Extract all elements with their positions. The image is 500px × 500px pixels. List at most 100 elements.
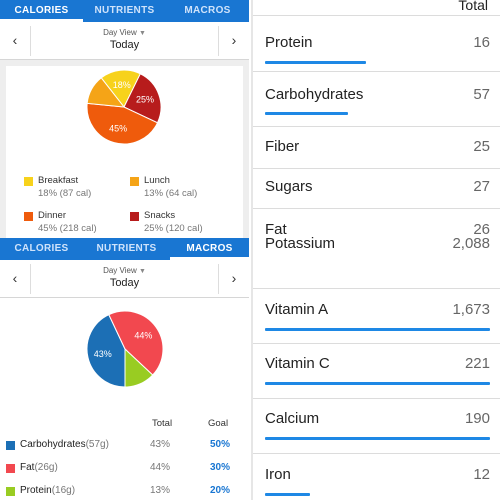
date-selector: ‹ Day View ▼ Today ›	[0, 22, 249, 60]
pie-slice-fat	[108, 310, 164, 376]
tab-bar: CALORIES NUTRIENTS MACROS	[0, 0, 249, 22]
macro-row-carbohydrates: Carbohydrates(57g) 43% 50%	[0, 437, 249, 459]
nutrients-panel: Total Protein 16 Carbohydrates 57 Fiber …	[251, 0, 500, 500]
macro-swatch	[6, 487, 15, 496]
nutrient-progress-bar	[265, 493, 310, 496]
macro-goal: 30%	[209, 462, 230, 473]
date-selector: ‹ Day View ▼ Today ›	[0, 260, 249, 298]
tab-calories[interactable]: CALORIES	[0, 0, 83, 22]
macro-total: 44%	[150, 462, 171, 473]
tab-macros[interactable]: MACROS	[166, 0, 249, 22]
divider	[253, 71, 500, 72]
tab-calories-label: CALORIES	[14, 5, 69, 16]
calories-pie-chart: 18% 25% 45%	[86, 69, 162, 145]
divider	[253, 126, 500, 127]
tab-nutrients-label: NUTRIENTS	[94, 5, 155, 16]
nutrient-name: Fiber	[265, 138, 300, 155]
pie-slice-lunch	[86, 77, 126, 108]
divider	[253, 398, 500, 399]
tab-nutrients[interactable]: NUTRIENTS	[83, 238, 170, 260]
nutrient-row-calcium: Calcium 190	[253, 398, 500, 453]
macros-pie-chart: 43% 44%	[86, 310, 164, 388]
pie-slice-breakfast	[100, 69, 141, 108]
next-day-button[interactable]: ›	[219, 260, 249, 298]
legend-detail: 13% (64 cal)	[144, 188, 198, 199]
nutrient-row-protein: Protein 16	[253, 15, 500, 71]
divider	[253, 208, 500, 209]
active-tab-indicator	[170, 257, 249, 260]
macro-name: Carbohydrates(57g)	[20, 439, 109, 450]
legend-name: Breakfast	[38, 175, 79, 186]
nutrient-progress-bar	[265, 61, 366, 64]
previous-day-button[interactable]: ‹	[0, 260, 30, 298]
macro-total: 13%	[150, 485, 171, 496]
legend-detail: 45% (218 cal)	[38, 223, 97, 234]
divider	[253, 168, 500, 169]
legend-swatch	[130, 212, 139, 221]
nutrient-name: Iron	[265, 466, 291, 483]
nutrient-name: Carbohydrates	[265, 86, 364, 103]
nutrient-value: 12	[473, 466, 490, 483]
nutrient-progress-bar	[265, 437, 490, 440]
nutrient-value: 25	[473, 138, 490, 155]
tab-calories[interactable]: CALORIES	[0, 238, 83, 260]
tab-bar: CALORIES NUTRIENTS MACROS	[0, 238, 249, 260]
nutrient-value: 26	[473, 221, 490, 238]
macro-quantity: (26g)	[34, 462, 58, 473]
nutrient-value: 1,673	[452, 301, 490, 318]
nutrient-row-fat: Fat 26	[253, 208, 500, 288]
legend-swatch	[24, 212, 33, 221]
legend-swatch	[24, 177, 33, 186]
nutrient-progress-bar	[265, 382, 490, 385]
macro-quantity: (57g)	[85, 439, 109, 450]
tab-nutrients[interactable]: NUTRIENTS	[83, 0, 166, 22]
divider	[253, 343, 500, 344]
view-mode-dropdown[interactable]: Day View ▼	[30, 266, 219, 275]
caret-down-icon: ▼	[138, 268, 146, 275]
nutrient-row-carbohydrates: Carbohydrates 57	[253, 71, 500, 126]
legend-detail: 18% (87 cal)	[38, 188, 92, 199]
nutrient-progress-bar	[265, 328, 490, 331]
previous-day-button[interactable]: ‹	[0, 22, 30, 60]
divider	[253, 15, 500, 16]
nutrient-name: Vitamin A	[265, 301, 329, 318]
tab-macros[interactable]: MACROS	[170, 238, 249, 260]
current-day: Today	[109, 39, 140, 51]
divider	[218, 26, 219, 56]
nutrient-value: 221	[464, 355, 490, 372]
macro-swatch	[6, 464, 15, 473]
macro-name: Fat(26g)	[20, 462, 58, 473]
nutrient-value: 2,088	[452, 235, 490, 252]
nutrient-name: Vitamin C	[265, 355, 330, 372]
legend-detail: 25% (120 cal)	[144, 223, 203, 234]
chevron-left-icon: ‹	[12, 270, 18, 286]
nutrient-row-potassium: Potassium 2,088	[253, 226, 500, 256]
tab-macros-label: MACROS	[186, 243, 233, 254]
pie-label-fat: 44%	[134, 331, 152, 341]
nutrient-name: Fat	[265, 221, 287, 238]
legend-name: Dinner	[38, 210, 66, 221]
nutrient-row-sugars: Sugars 27	[253, 168, 500, 208]
divider	[30, 26, 31, 56]
caret-down-icon: ▼	[138, 30, 146, 37]
divider	[253, 453, 500, 454]
pie-slice-dinner	[86, 102, 159, 145]
legend-name: Snacks	[144, 210, 176, 221]
nutrient-name: Calcium	[265, 410, 320, 427]
tab-macros-label: MACROS	[184, 5, 231, 16]
view-mode-dropdown[interactable]: Day View ▼	[30, 28, 219, 37]
pie-label-carbohydrates: 43%	[94, 349, 112, 359]
nutrient-name: Protein	[265, 34, 313, 51]
nutrient-row-fiber: Fiber 25	[253, 126, 500, 168]
nutrient-value: 27	[473, 178, 490, 195]
pie-slice-protein	[124, 347, 154, 388]
tab-calories-label: CALORIES	[14, 243, 69, 254]
next-day-button[interactable]: ›	[219, 22, 249, 60]
legend-swatch	[130, 177, 139, 186]
nutrient-row-vitamin-a: Vitamin A 1,673	[253, 288, 500, 343]
chevron-left-icon: ‹	[12, 32, 18, 48]
nutrient-name: Potassium	[265, 235, 336, 252]
macro-total: 43%	[150, 439, 171, 450]
macro-name-text: Fat	[20, 462, 35, 473]
tab-nutrients-label: NUTRIENTS	[96, 243, 157, 254]
